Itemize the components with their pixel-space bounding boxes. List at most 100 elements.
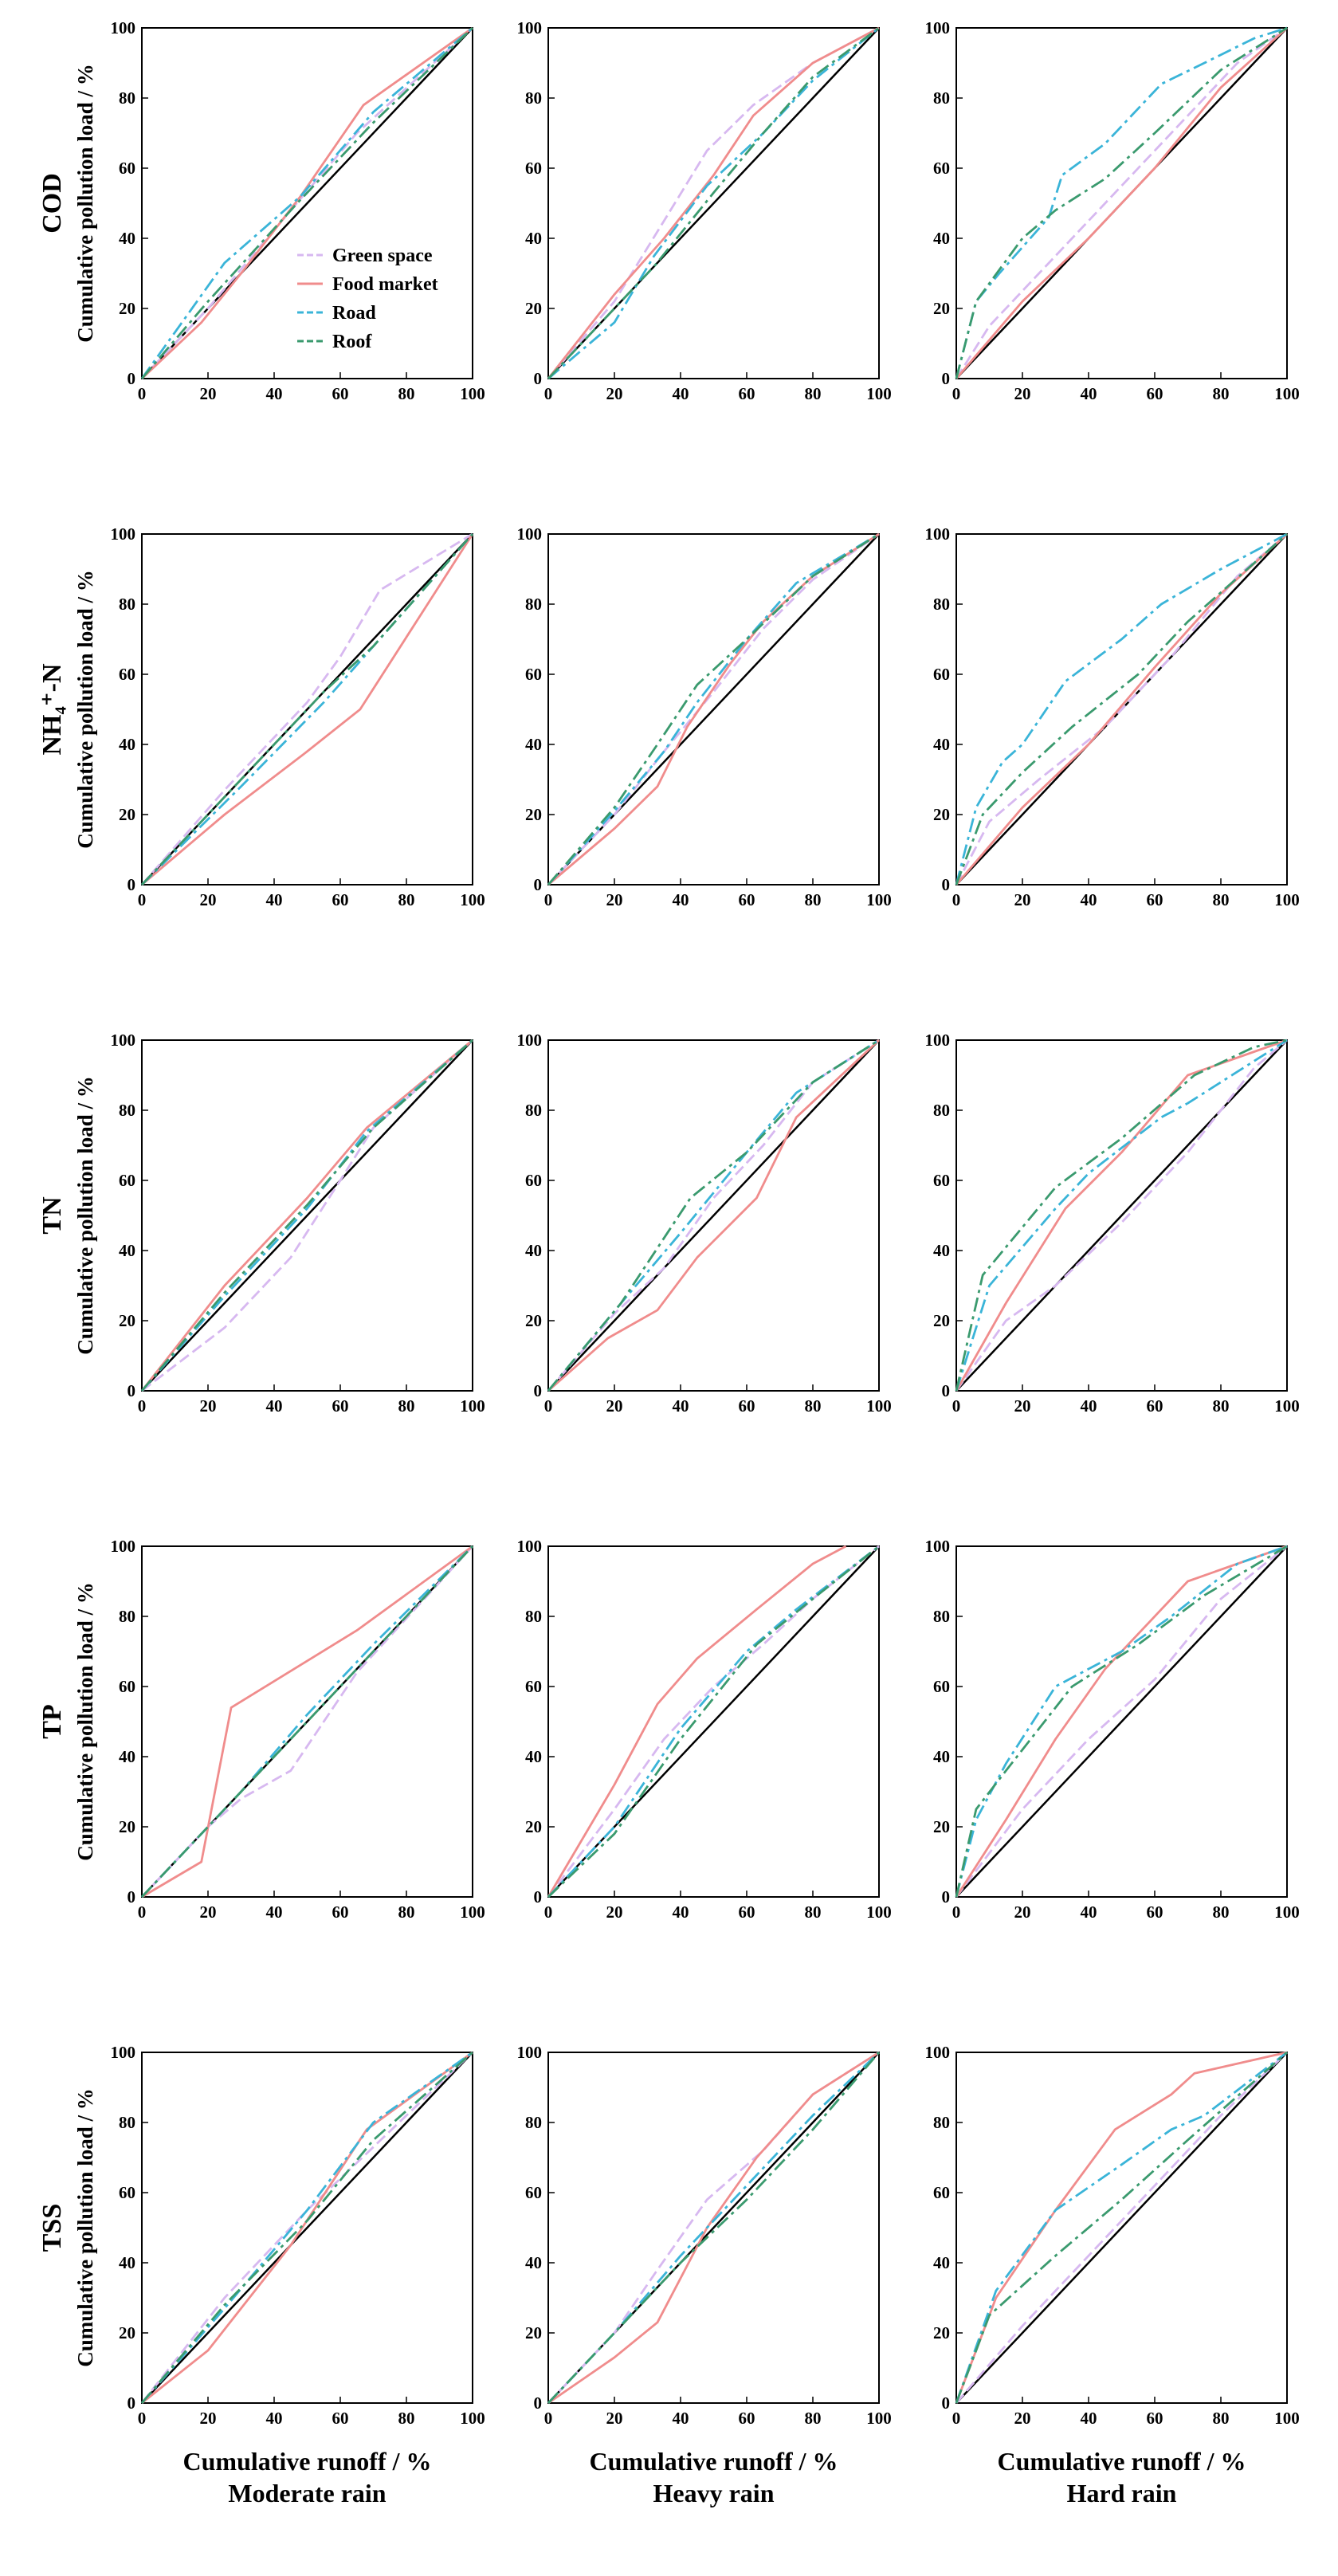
- row-label: TN: [37, 1196, 67, 1235]
- x-tick-label: 0: [138, 890, 147, 909]
- plot-frame: [141, 533, 473, 886]
- x-tick-label: 60: [1147, 890, 1163, 909]
- x-tick-label: 80: [398, 2409, 415, 2428]
- legend-label: Road: [332, 303, 376, 324]
- y-tick-label: 100: [925, 1537, 951, 1556]
- reference-line: [141, 2052, 473, 2404]
- plot-frame: [547, 533, 880, 886]
- y-tick-label: 0: [128, 369, 136, 388]
- y-tick-label: 80: [119, 88, 135, 108]
- series-food-market: [141, 26, 473, 380]
- y-tick-label: 20: [933, 2323, 950, 2342]
- plot-frame: [141, 1039, 473, 1392]
- y-tick-label: 0: [534, 369, 543, 388]
- panel-3-1: 00 20 20 40 40 60 60 80 80 100 100 Cumulative pollu…: [37, 1031, 485, 1416]
- x-tick-label: 80: [398, 384, 415, 403]
- y-tick-label: 20: [119, 805, 135, 824]
- y-tick-label: 40: [119, 2253, 135, 2272]
- plot-frame: [955, 27, 1288, 379]
- y-tick-label: 100: [111, 2043, 136, 2062]
- series-food-market: [141, 1545, 473, 1899]
- x-tick-label: 0: [138, 384, 147, 403]
- reference-line: [955, 2052, 1288, 2404]
- y-tick-label: 100: [111, 1537, 136, 1556]
- y-tick-label: 80: [525, 88, 542, 108]
- x-tick-label: 80: [398, 890, 415, 909]
- series-road: [140, 1545, 473, 1898]
- x-tick-label: 20: [200, 1396, 217, 1416]
- y-tick-label: 0: [128, 2393, 136, 2413]
- x-tick-label: 40: [673, 2409, 689, 2428]
- series-green-space: [547, 532, 880, 886]
- plot-frame: [141, 2052, 473, 2404]
- x-tick-label: 60: [1147, 1903, 1163, 1922]
- series-food-market: [547, 532, 880, 886]
- x-tick-label: 60: [739, 384, 755, 403]
- x-tick-label: 60: [739, 890, 755, 909]
- y-tick-label: 80: [525, 2113, 542, 2132]
- x-tick-label: 20: [200, 1903, 217, 1922]
- series-roof: [547, 26, 880, 379]
- x-tick-label: 60: [332, 890, 349, 909]
- x-tick-label: 40: [266, 384, 283, 403]
- column-label: Hard rain: [1067, 2479, 1177, 2507]
- y-tick-label: 80: [119, 2113, 135, 2132]
- y-tick-label: 100: [111, 1031, 136, 1050]
- legend-label: Roof: [332, 332, 372, 352]
- plot-frame: [547, 1545, 880, 1898]
- x-tick-label: 20: [606, 890, 623, 909]
- series-roof: [547, 1039, 880, 1392]
- plot-frame: [955, 533, 1288, 886]
- series-road: [140, 26, 473, 379]
- x-tick-label: 0: [138, 1903, 147, 1922]
- x-tick-label: 80: [1213, 384, 1230, 403]
- panel-5-3: 00 20 20 40 40 60 60 80 80 100 100 Cumulative runof…: [925, 2043, 1300, 2507]
- panel-2-3: 00 20 20 40 40 60 60 80 80 100 100: [925, 524, 1300, 909]
- x-tick-label: 100: [866, 2409, 892, 2428]
- y-tick-label: 40: [119, 229, 135, 248]
- x-tick-label: 60: [739, 1903, 755, 1922]
- x-tick-label: 80: [398, 1903, 415, 1922]
- x-tick-label: 20: [200, 384, 217, 403]
- x-tick-label: 100: [460, 1396, 485, 1416]
- y-tick-label: 20: [525, 2323, 542, 2342]
- y-tick-label: 40: [525, 735, 542, 754]
- y-axis-label: Cumulative pollution load / %: [73, 1582, 97, 1861]
- y-tick-label: 20: [119, 2323, 135, 2342]
- series-food-market: [547, 1039, 880, 1392]
- panel-3-3: 00 20 20 40 40 60 60 80 80 100 100: [925, 1031, 1300, 1416]
- y-tick-label: 100: [517, 1031, 543, 1050]
- panel-3-2: 00 20 20 40 40 60 60 80 80 100 100: [517, 1031, 892, 1416]
- y-tick-label: 80: [119, 1607, 135, 1626]
- x-tick-label: 80: [805, 1903, 822, 1922]
- x-tick-label: 40: [673, 1903, 689, 1922]
- y-tick-label: 60: [933, 665, 950, 684]
- series-green-space: [140, 2051, 473, 2404]
- series-food-market: [547, 1545, 847, 1898]
- x-tick-label: 0: [952, 890, 961, 909]
- row-label: TSS: [37, 2204, 67, 2252]
- series-green-space: [955, 532, 1288, 886]
- y-tick-label: 60: [119, 159, 135, 178]
- x-tick-label: 100: [866, 1396, 892, 1416]
- y-tick-label: 20: [933, 1817, 950, 1836]
- y-tick-label: 60: [933, 1171, 950, 1190]
- series-roof: [955, 532, 1288, 886]
- y-tick-label: 40: [119, 1241, 135, 1260]
- series-roof: [955, 1039, 1288, 1392]
- y-tick-label: 80: [933, 2113, 950, 2132]
- y-tick-label: 0: [534, 1887, 543, 1906]
- x-tick-label: 100: [460, 384, 485, 403]
- panel-4-3: 00 20 20 40 40 60 60 80 80 100 100: [925, 1537, 1300, 1922]
- reference-line: [547, 1039, 880, 1392]
- x-tick-label: 60: [332, 1903, 349, 1922]
- column-label: Heavy rain: [653, 2479, 775, 2507]
- y-tick-label: 40: [525, 1241, 542, 1260]
- y-tick-label: 40: [933, 735, 950, 754]
- series-road: [547, 532, 880, 886]
- x-tick-label: 80: [805, 2409, 822, 2428]
- series-roof: [955, 1545, 1288, 1898]
- series-green-space: [955, 1039, 1288, 1392]
- y-tick-label: 80: [525, 595, 542, 614]
